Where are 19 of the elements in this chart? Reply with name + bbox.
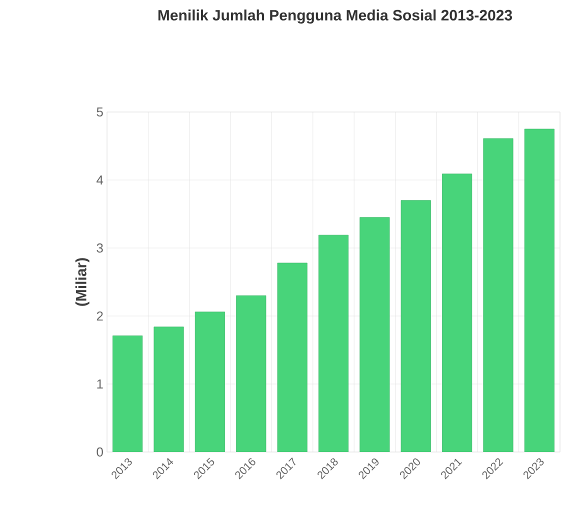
y-tick-label: 0	[96, 447, 103, 457]
bar	[112, 336, 143, 452]
bar	[277, 262, 308, 452]
y-tick-label: 4	[96, 176, 104, 184]
bar	[524, 128, 554, 452]
bar	[236, 295, 266, 452]
bar	[194, 312, 225, 452]
y-tick-label: 2	[96, 311, 103, 321]
y-tick-label: 5	[96, 107, 103, 117]
bar	[154, 326, 184, 452]
bar	[360, 217, 390, 452]
bar	[442, 174, 472, 452]
bar	[318, 234, 349, 452]
bar	[400, 200, 431, 452]
y-tick-label: 1	[97, 380, 103, 388]
y-axis-title: (Miliar)	[75, 258, 90, 306]
bar	[483, 138, 514, 452]
y-tick-label: 3	[96, 243, 103, 253]
chart-title: Menilik Jumlah Pengguna Media Sosial 2013-2023	[158, 10, 512, 24]
